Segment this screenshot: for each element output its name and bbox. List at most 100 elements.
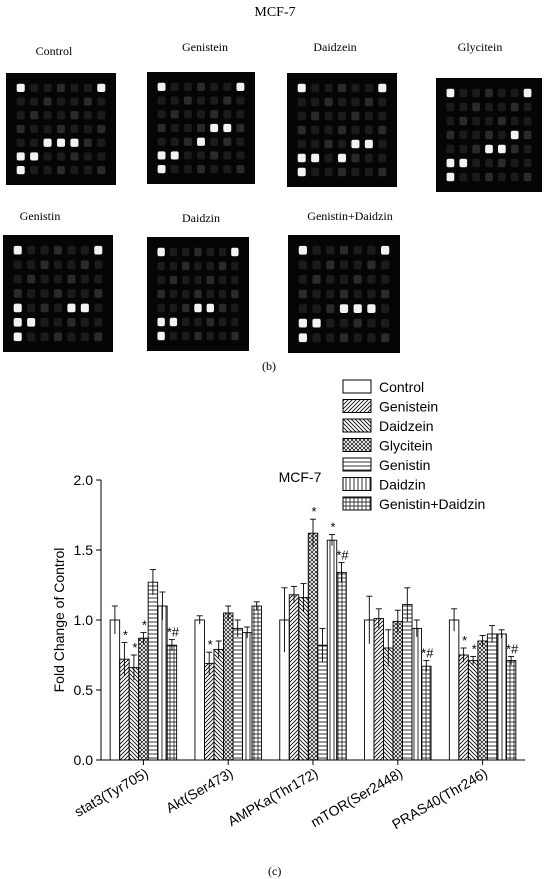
blot-spot-dim [378, 167, 387, 177]
blot-spot-dim [337, 139, 347, 149]
bar [486, 633, 498, 761]
panel-b-letter: (b) [262, 359, 276, 373]
bar [392, 620, 403, 761]
blot-spot-dim [326, 304, 335, 313]
blot-spot-dim [67, 332, 76, 342]
blot-spot-dim [236, 110, 245, 119]
blot-spot-dim [297, 139, 306, 149]
blot-spot-dim [351, 167, 360, 177]
legend-swatch [342, 438, 372, 452]
blot-spot-dim [97, 97, 106, 106]
blot-spot-dim [297, 97, 306, 107]
blot-spot-dim [312, 275, 321, 284]
blot-spot-bright [16, 166, 25, 175]
blot-spot-bright [353, 304, 362, 313]
significance-label: * [472, 641, 477, 656]
blot-spot-dim [170, 110, 179, 119]
blot-spot-dim [43, 124, 52, 134]
blot-spot-dim [231, 275, 239, 285]
blot-spots [297, 83, 387, 177]
y-tick-label: 0.5 [74, 682, 94, 698]
blot-spot-dim [206, 331, 214, 341]
blot-spot-bright [94, 245, 103, 255]
blot-spot-dim [94, 260, 103, 269]
blot-spot-dim [97, 166, 106, 175]
blot-spot-dim [197, 82, 205, 91]
blot-spot-dim [324, 97, 333, 107]
blot-spot-bright [170, 151, 179, 160]
blot-spot-dim [236, 123, 245, 133]
blot-spot-dim [30, 83, 39, 92]
blot-spot-bright [157, 317, 165, 327]
blot-spot-dim [206, 261, 214, 271]
legend-label: Daidzein [379, 418, 433, 434]
blot-spot-dim [446, 116, 455, 126]
bar [317, 644, 328, 761]
blot-spot-dim [40, 289, 49, 298]
blot-spot-dim [40, 318, 49, 327]
blot-spot-dim [43, 111, 52, 120]
blot-spot-dim [67, 274, 76, 284]
blot-spot-dim [339, 260, 349, 270]
blot-spot-dim [472, 102, 480, 112]
blot-spot-bright [80, 303, 89, 313]
y-tick-label: 1.0 [74, 612, 94, 628]
blot-spot-dim [326, 318, 335, 328]
blot-spot-bright [157, 151, 166, 160]
blot-spot-dim [297, 125, 306, 135]
blot-spot-dim [353, 245, 362, 255]
blot-spot-dim [498, 130, 506, 140]
blot-spot-dim [231, 289, 239, 299]
blot-spot-dim [80, 289, 89, 298]
blot-spot-dim [53, 260, 63, 269]
blot-spot-dim [324, 83, 333, 93]
blot-spot-dim [16, 97, 25, 106]
blot-spot-dim [326, 333, 335, 343]
blot-spot-dim [231, 317, 239, 327]
bar [298, 597, 309, 761]
blot-spot-dim [378, 97, 387, 107]
blot-spot-dim [206, 275, 214, 285]
blot-spot-dim [194, 289, 202, 299]
blot-label-control: Control [35, 44, 73, 58]
blot-spot-dim [206, 289, 214, 299]
blot-spot-dim [53, 289, 63, 298]
blot-spot-dim [170, 96, 179, 105]
blot-spot-dim [30, 97, 39, 106]
bar [411, 627, 422, 761]
blot-spot-dim [367, 260, 376, 270]
blot-spot-dim [339, 245, 349, 255]
legend-swatch [342, 399, 372, 413]
blot-spot-dim [381, 275, 390, 284]
blot-spot-dim [197, 123, 205, 133]
blot-spot-dim [97, 152, 106, 161]
bar [138, 637, 149, 761]
blot-spot-dim [498, 116, 506, 126]
legend-label: Glycitein [379, 438, 433, 454]
blot-spot-dim [182, 261, 190, 271]
blot-spot-dim [510, 102, 519, 112]
blot-spot-dim [485, 116, 493, 126]
blot-label-daidzin: Daidzin [182, 211, 220, 225]
blot-spot-dim [339, 289, 349, 299]
blot-spot-bright [311, 153, 320, 163]
significance-label: * [132, 640, 137, 655]
blot-spot-dim [367, 275, 376, 284]
blot-spot-bright [157, 165, 166, 174]
blot-spot-dim [231, 303, 239, 313]
bar [458, 654, 469, 761]
blot-spot-dim [298, 304, 307, 313]
significance-label: *# [167, 625, 180, 640]
blot-spot-dim [53, 245, 63, 255]
blot-spot-dim [311, 125, 320, 135]
blot-spots [13, 245, 103, 342]
blot-spot-bright [97, 83, 106, 92]
blot-spot-dim [326, 245, 335, 255]
blot-spot-dim [16, 124, 25, 134]
blot-spot-dim [169, 303, 178, 313]
blot-spot-dim [311, 97, 320, 107]
blot-spot-dim [169, 247, 178, 257]
panel-b-title: MCF-7 [254, 5, 296, 20]
blot-spot-bright [446, 158, 455, 168]
blot-spot-bright [13, 245, 22, 255]
